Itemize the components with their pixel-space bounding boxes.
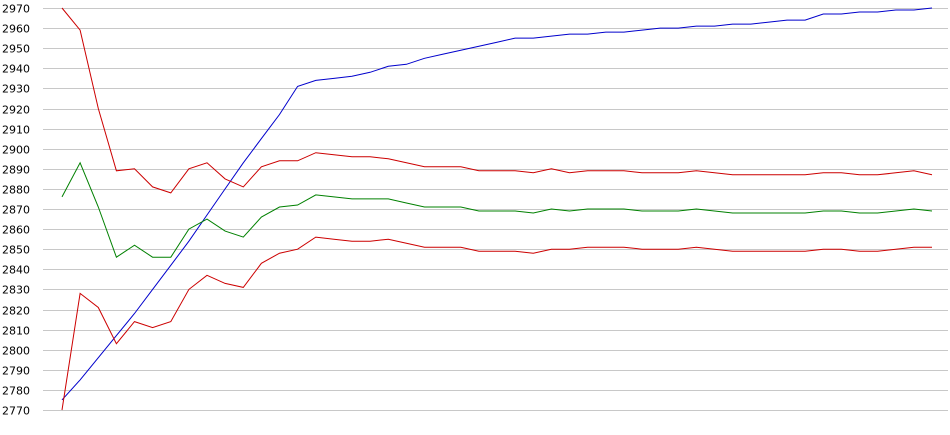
y-tick-label: 2780 [2,385,30,398]
y-tick-label: 2940 [2,63,30,76]
y-tick-label: 2830 [2,284,30,297]
y-tick-label: 2820 [2,305,30,318]
y-tick-label: 2970 [2,3,30,16]
y-tick-label: 2930 [2,83,30,96]
series-lines [61,7,933,411]
y-tick-label: 2910 [2,124,30,137]
y-tick-label: 2850 [2,244,30,257]
y-tick-label: 2870 [2,204,30,217]
grid-lines [43,8,948,411]
y-tick-label: 2920 [2,104,30,117]
y-tick-label: 2950 [2,43,30,56]
series-line-2 [61,7,933,194]
y-axis-tick-labels: 2770 2780 2790 2800 2810 2820 2830 2840 2850 2860… [2,3,30,418]
y-tick-label: 2800 [2,345,30,358]
y-tick-label: 2960 [2,23,30,36]
y-tick-label: 2900 [2,144,30,157]
y-tick-label: 2860 [2,224,30,237]
y-tick-label: 2840 [2,264,30,277]
series-line-3 [61,161,933,258]
series-line-4 [61,236,932,411]
y-tick-label: 2770 [2,405,30,418]
series-line-1 [61,7,933,401]
y-tick-label: 2890 [2,164,30,177]
y-tick-label: 2790 [2,365,30,378]
y-tick-label: 2880 [2,184,30,197]
y-tick-label: 2810 [2,325,30,338]
